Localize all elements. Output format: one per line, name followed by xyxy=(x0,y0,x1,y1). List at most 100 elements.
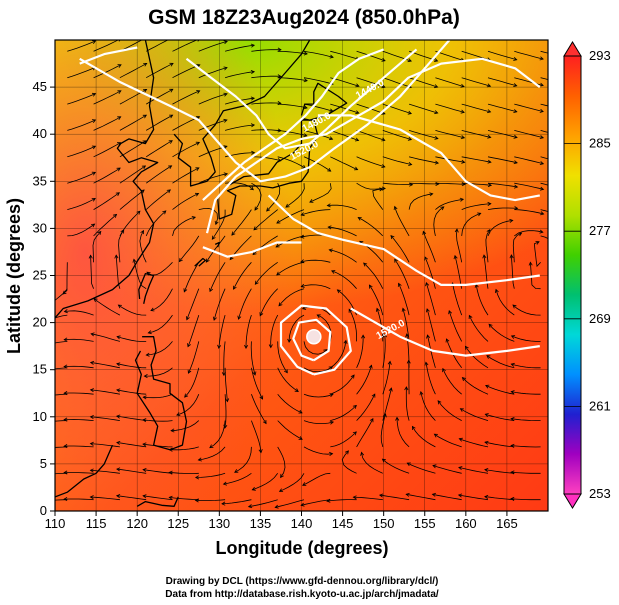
streamline-arrow xyxy=(217,344,222,350)
streamline xyxy=(251,102,281,105)
streamline xyxy=(64,445,94,448)
streamline-arrow xyxy=(116,388,121,393)
streamline-arrow xyxy=(510,417,515,422)
streamline xyxy=(511,335,541,342)
streamline-arrow xyxy=(381,186,386,191)
streamline-arrow xyxy=(432,464,437,469)
streamline-arrow xyxy=(442,367,446,373)
streamline xyxy=(458,467,489,474)
streamline xyxy=(224,367,228,402)
streamline-arrow xyxy=(284,369,288,374)
streamline xyxy=(382,388,392,421)
streamline xyxy=(278,288,305,307)
streamline-arrow xyxy=(196,90,201,94)
streamline xyxy=(530,262,541,290)
streamline-arrow xyxy=(316,314,321,319)
streamline-arrow xyxy=(357,217,362,221)
streamline-arrow xyxy=(371,393,376,398)
streamline-arrow xyxy=(233,285,237,290)
streamline xyxy=(224,71,255,79)
height-contour xyxy=(202,241,302,258)
streamline-arrow xyxy=(539,229,544,234)
streamline-arrow xyxy=(170,428,175,433)
colorbar-label: 253 xyxy=(589,486,611,501)
streamline-arrow xyxy=(143,89,148,93)
streamline-arrow xyxy=(147,330,152,335)
streamline xyxy=(116,442,147,448)
streamline-arrow xyxy=(294,388,299,392)
streamline-arrow xyxy=(250,43,256,48)
streamline-arrow xyxy=(431,492,437,497)
height-contour xyxy=(350,307,540,357)
streamline-arrow xyxy=(142,418,147,423)
streamline xyxy=(461,156,491,163)
streamline-arrow xyxy=(298,436,303,440)
streamline xyxy=(540,50,548,54)
streamline-arrow xyxy=(368,284,373,289)
streamline xyxy=(90,389,120,395)
streamline-arrow xyxy=(407,58,412,63)
streamline xyxy=(372,188,384,210)
streamline xyxy=(277,341,288,373)
streamline xyxy=(461,130,491,138)
streamline-arrow xyxy=(382,333,387,338)
streamline xyxy=(487,130,518,138)
streamline xyxy=(172,216,196,237)
streamline-arrow xyxy=(327,225,332,230)
streamline-arrow xyxy=(387,360,392,365)
streamline-arrow xyxy=(89,388,94,393)
streamline xyxy=(356,77,386,88)
streamline-arrow xyxy=(426,334,431,339)
streamline xyxy=(224,44,255,52)
streamline-arrow xyxy=(344,450,349,455)
streamline-arrow xyxy=(513,83,518,87)
streamline xyxy=(64,472,94,474)
streamline xyxy=(188,341,200,374)
streamline xyxy=(145,165,172,184)
streamline xyxy=(511,445,541,448)
streamline-arrow xyxy=(285,203,290,208)
streamline xyxy=(426,308,436,342)
streamline-arrow xyxy=(194,498,199,503)
streamline xyxy=(540,103,548,107)
streamline xyxy=(425,282,436,316)
height-contour xyxy=(185,48,418,150)
streamline-arrow xyxy=(249,186,254,191)
streamline-arrow xyxy=(166,189,171,194)
streamline xyxy=(145,210,167,237)
streamline xyxy=(91,333,121,342)
streamline-arrow xyxy=(141,165,147,170)
streamline-arrow xyxy=(253,226,258,231)
streamline xyxy=(303,341,328,355)
streamline-arrow xyxy=(454,228,459,233)
streamline xyxy=(145,140,173,158)
streamline xyxy=(510,498,541,501)
streamline-arrow xyxy=(142,494,147,499)
streamline xyxy=(116,415,147,421)
streamline-arrow xyxy=(287,338,292,343)
streamline-arrow xyxy=(393,205,398,210)
streamline-arrow xyxy=(142,468,147,473)
streamline xyxy=(382,156,412,165)
streamline xyxy=(198,67,228,79)
streamline-arrow xyxy=(510,335,516,339)
streamline xyxy=(330,405,357,421)
streamline xyxy=(301,284,331,290)
streamline xyxy=(224,124,255,131)
streamline-arrow xyxy=(300,502,305,507)
streamline-arrow xyxy=(88,254,93,259)
streamline-arrow xyxy=(487,201,492,206)
streamline-arrow xyxy=(437,400,442,405)
streamline-arrow xyxy=(411,425,416,431)
streamline xyxy=(90,443,120,448)
streamline-arrow xyxy=(381,57,386,62)
streamline xyxy=(67,145,96,158)
streamline-arrow xyxy=(136,210,141,215)
streamline-arrow xyxy=(419,390,424,396)
coastline xyxy=(134,336,188,451)
streamline xyxy=(309,183,332,203)
streamline xyxy=(198,119,228,131)
streamline xyxy=(223,472,252,485)
streamline xyxy=(93,167,121,184)
streamline xyxy=(409,182,439,185)
